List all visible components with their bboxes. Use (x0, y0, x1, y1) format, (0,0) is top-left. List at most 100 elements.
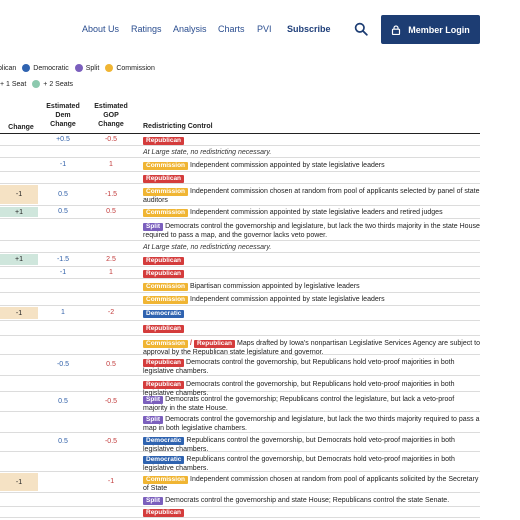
control-description: Bipartisan commission appointed by legis… (190, 282, 360, 290)
redistricting-control-cell: Democratic Republicans control the govern… (143, 455, 480, 473)
badge-separator: / (190, 340, 192, 347)
change-cell (0, 393, 38, 410)
democratic-badge: Democratic (143, 456, 185, 464)
table-row: -1 -1 Commission Independent commission cho… (0, 472, 480, 493)
legend-2-seats-label: + 2 Seats (43, 80, 74, 88)
republican-badge: Republican (143, 359, 185, 367)
redistricting-control-cell: Commission Independent commission chosen … (143, 187, 480, 205)
change-cell (0, 268, 38, 277)
nav-about-us[interactable]: About Us (82, 24, 120, 34)
control-description: Democrats control the governorship; Repu… (143, 396, 455, 412)
change-cell: +1 (0, 254, 38, 265)
democratic-badge: Democratic (143, 437, 185, 445)
split-badge: Split (143, 416, 164, 424)
redistricting-control-cell: Commission / Republican Maps drafted by Iow… (143, 339, 480, 357)
legend-control: blican Democratic Split Commission (0, 64, 155, 72)
nav-ratings[interactable]: Ratings (131, 24, 162, 34)
gop-change-cell: -1.5 (104, 190, 118, 198)
table-row: Split Democrats control the governorship … (0, 412, 480, 433)
control-description: At Large state, no redistricting necessa… (143, 243, 272, 251)
header-estimated-dem-change: Estimated Dem Change (46, 103, 80, 128)
legend-seats: + 1 Seat + 2 Seats (0, 80, 73, 88)
republican-badge: Republican (143, 380, 185, 389)
dem-change-cell: 0.5 (58, 190, 68, 198)
gop-change-cell: 2.5 (106, 255, 116, 263)
legend-split-label: Split (85, 64, 100, 72)
nav-charts[interactable]: Charts (218, 24, 245, 34)
table-row: Republican (0, 321, 480, 336)
change-cell (0, 413, 38, 431)
change-cell (0, 280, 38, 291)
control-description: Independent commission appointed by stat… (190, 209, 443, 216)
split-badge: Split (143, 496, 164, 505)
control-description: Independent commission appointed by stat… (190, 296, 385, 303)
redistricting-control-cell: Republican (143, 269, 480, 278)
nav-subscribe[interactable]: Subscribe (287, 24, 331, 34)
table-row: -1 1 Commission Independent commission appo… (0, 158, 480, 172)
change-cell (0, 294, 38, 304)
control-description: Democrats control the governorship, but … (143, 380, 455, 397)
dem-change-cell: 0.5 (58, 438, 68, 445)
redistricting-control-cell: Republican (143, 256, 480, 265)
redistricting-control-cell: Commission Independent commission chosen … (143, 475, 480, 493)
gop-change-cell: -0.5 (104, 135, 118, 143)
redistricting-control-cell: Republican Democrats control the governor… (143, 380, 480, 398)
header-change: Change (8, 124, 34, 131)
control-description: Maps drafted by Iowa's nonpartisan Legis… (143, 340, 480, 356)
commission-badge: Commission (143, 188, 189, 196)
redistricting-control-cell: Republican (143, 508, 480, 517)
dem-change-cell: 0.5 (58, 208, 68, 215)
change-cell (0, 453, 38, 470)
republican-badge: Republican (193, 340, 236, 348)
dem-change-cell: -1 (59, 160, 67, 168)
republican-badge: Republican (143, 509, 185, 517)
commission-badge: Commission (143, 161, 189, 170)
legend-2-seats-dot (32, 80, 41, 88)
member-login-button[interactable]: Member Login (381, 15, 480, 44)
change-cell (0, 220, 38, 239)
control-description: At Large state, no redistricting necessa… (143, 148, 272, 156)
redistricting-control-cell: At Large state, no redistricting necessa… (143, 148, 480, 157)
table-row: Republican Democrats control the governor… (0, 376, 480, 397)
control-description: Independent commission chosen at random … (143, 188, 480, 204)
table-row: Split Democrats control the governorship … (0, 219, 480, 241)
header-redistricting-control: Redistricting Control (143, 123, 213, 130)
legend-democratic-dot (22, 64, 31, 72)
table-row: Democratic Republicans control the govern… (0, 452, 480, 472)
change-cell (0, 337, 38, 353)
change-cell (0, 173, 38, 182)
commission-badge: Commission (143, 209, 189, 217)
dem-change-cell: -0.5 (56, 361, 70, 368)
legend-democratic-label: Democratic (33, 64, 69, 72)
republican-badge: Republican (143, 325, 185, 333)
redistricting-control-cell: Republican (143, 324, 480, 333)
control-description: Democrats control the governorship and l… (143, 223, 480, 239)
nav-analysis[interactable]: Analysis (173, 24, 207, 34)
split-badge: Split (143, 396, 164, 404)
redistricting-control-cell: Split Democrats control the governorship … (143, 222, 480, 240)
control-description: Independent commission chosen at random … (143, 476, 479, 492)
republican-badge: Republican (143, 136, 185, 145)
republican-badge: Republican (143, 256, 185, 265)
control-description: Democrats control the governorship and s… (165, 496, 450, 504)
table-row: -1 1 Republican (0, 267, 480, 279)
table-row: +1 0.5 0.5 Commission Independent commission… (0, 206, 480, 219)
table-row: 0.5 -0.5 Split Democrats control the govern… (0, 392, 480, 412)
table-row: Commission Bipartisan commission appointe… (0, 279, 480, 293)
search-icon[interactable] (354, 22, 368, 36)
redistricting-control-cell: Commission Bipartisan commission appointe… (143, 282, 480, 291)
table-row: Republican (0, 172, 480, 184)
change-cell: -1 (0, 185, 38, 204)
commission-badge: Commission (143, 340, 189, 348)
commission-badge: Commission (143, 282, 189, 291)
site-header: About Us Ratings Analysis Charts PVI Sub… (0, 0, 520, 60)
redistricting-control-cell: Republican Democrats control the governor… (143, 358, 480, 376)
dem-change-cell: -1 (59, 268, 67, 276)
table-row: At Large state, no redistricting necessa… (0, 146, 480, 158)
legend-split-dot (74, 64, 83, 72)
lock-icon (392, 24, 401, 35)
change-cell (0, 508, 38, 516)
control-description: Democrats control the governorship and l… (143, 416, 480, 432)
nav-pvi[interactable]: PVI (257, 24, 272, 34)
legend-1-seat-label: + 1 Seat (0, 80, 27, 88)
